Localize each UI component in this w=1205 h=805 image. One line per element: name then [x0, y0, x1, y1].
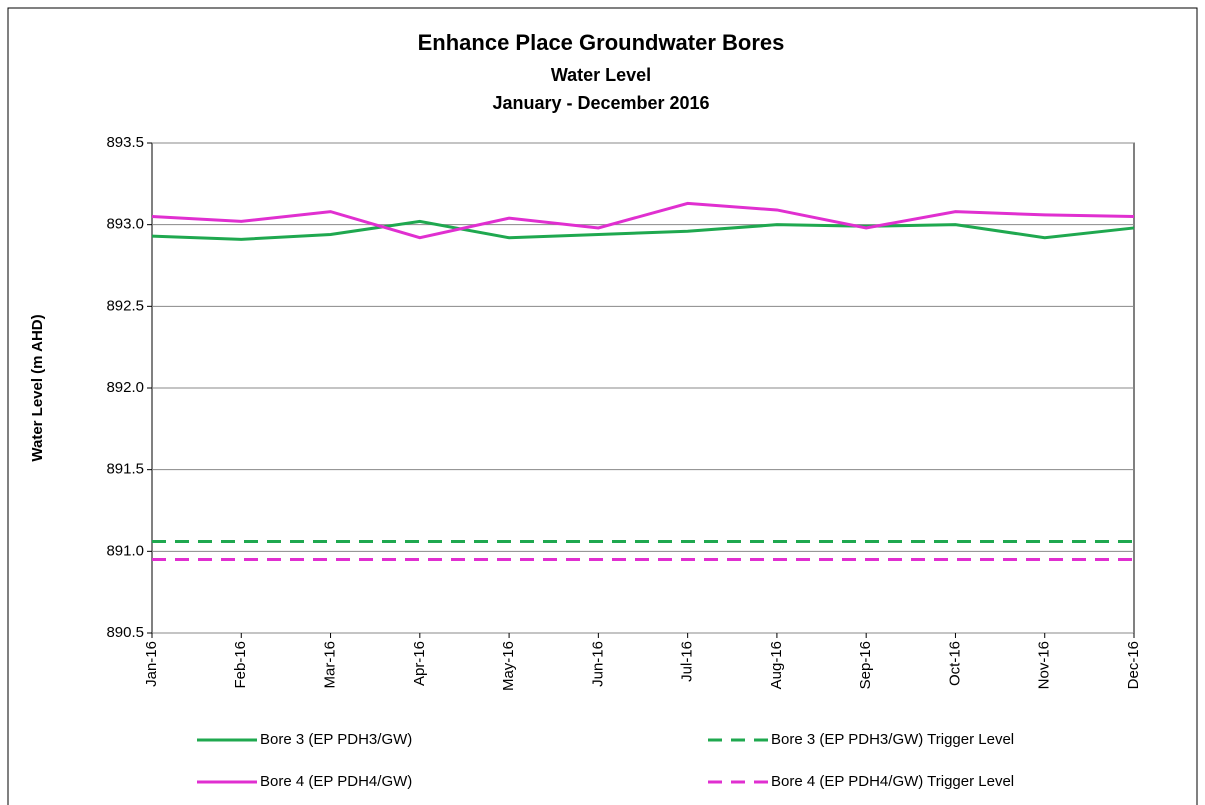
y-tick-label: 892.5	[106, 297, 144, 314]
series-line	[151, 219, 1135, 241]
x-tick-label: Aug-16	[768, 641, 785, 689]
chart-frame	[7, 7, 1198, 805]
legend-label: Bore 3 (EP PDH3/GW)	[260, 731, 412, 748]
x-tick-label: Apr-16	[411, 641, 428, 686]
y-tick-label: 891.0	[106, 542, 144, 559]
x-tick-label: Jun-16	[589, 641, 606, 687]
x-tick-label: Feb-16	[232, 641, 249, 689]
legend-label: Bore 4 (EP PDH4/GW) Trigger Level	[771, 773, 1014, 790]
chart-title: Enhance Place Groundwater Bores	[418, 30, 785, 55]
legend-label: Bore 4 (EP PDH4/GW)	[260, 773, 412, 790]
y-tick-label: 890.5	[106, 624, 144, 641]
chart-subtitle: Water Level	[551, 65, 651, 85]
x-tick-label: Mar-16	[322, 641, 339, 689]
x-tick-label: Dec-16	[1125, 641, 1142, 689]
x-tick-label: Jan-16	[143, 641, 160, 687]
x-tick-label: Jul-16	[679, 641, 696, 682]
y-tick-label: 893.5	[106, 134, 144, 151]
x-tick-label: May-16	[500, 641, 517, 691]
x-tick-label: Sep-16	[857, 641, 874, 689]
series-line	[151, 201, 1135, 240]
x-tick-label: Nov-16	[1036, 641, 1053, 689]
y-tick-label: 892.0	[106, 379, 144, 396]
y-tick-label: 891.5	[106, 461, 144, 478]
x-tick-label: Oct-16	[946, 641, 963, 686]
chart-subtitle: January - December 2016	[492, 93, 709, 113]
legend-label: Bore 3 (EP PDH3/GW) Trigger Level	[771, 731, 1014, 748]
y-tick-label: 893.0	[106, 216, 144, 233]
y-axis-label: Water Level (m AHD)	[29, 314, 46, 461]
